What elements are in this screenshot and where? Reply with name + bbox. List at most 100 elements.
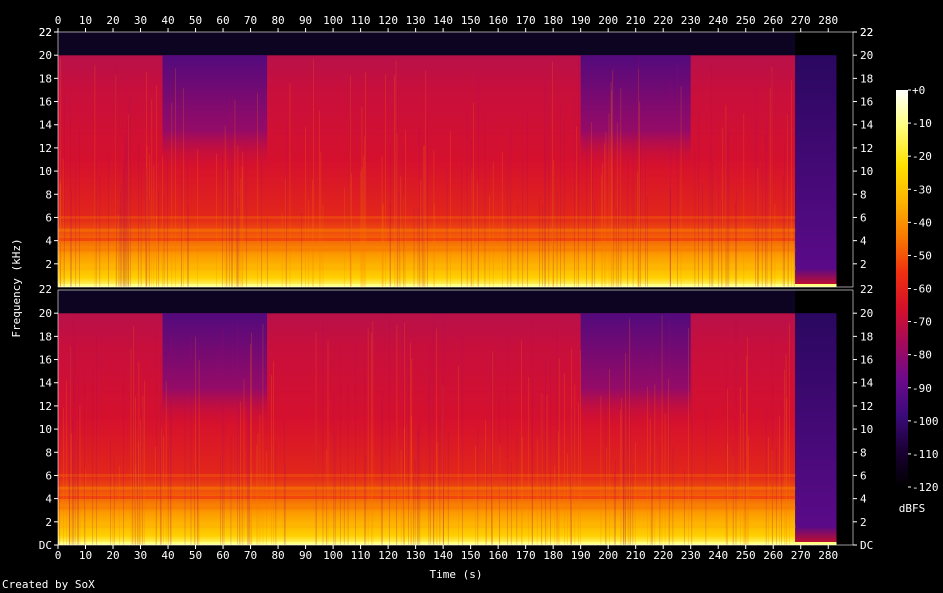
x-tick-label: 10 <box>79 549 92 562</box>
colorbar: +0 -10 -20 -30 -40 -50 -60 -70 -80 -90 -100 -110 -12… <box>896 84 939 494</box>
x-tick-label: 180 <box>543 549 563 562</box>
y-tick-label: 8 <box>45 446 52 459</box>
x-tick-label: 270 <box>791 549 811 562</box>
x-tick-label: 130 <box>406 14 426 27</box>
colorbar-gradient <box>896 90 908 487</box>
x-tick-label: 70 <box>244 14 257 27</box>
x-tick-label: 120 <box>378 549 398 562</box>
y-tick-label: 18 <box>39 330 52 343</box>
x-tick-label: 80 <box>271 549 284 562</box>
y-tick-label: 12 <box>39 142 52 155</box>
x-tick-label: 0 <box>55 14 62 27</box>
y-tick-label: 18 <box>39 72 52 85</box>
y-tick-label: 2 <box>860 516 867 529</box>
y-tick-label: 14 <box>860 377 874 390</box>
y-tick-label: 20 <box>860 49 873 62</box>
x-tick-label: 80 <box>271 14 284 27</box>
y-tick-label: 22 <box>39 26 52 39</box>
above-cutoff-band <box>58 290 796 314</box>
x-tick-label: 190 <box>571 14 591 27</box>
quiet-section <box>580 313 691 430</box>
plot-border <box>57 289 854 546</box>
quiet-section <box>162 55 268 172</box>
colorbar-tick-label: -100 <box>912 415 939 428</box>
y-tick-label: 6 <box>860 211 867 224</box>
x-tick-label: 150 <box>461 549 481 562</box>
x-tick-label: 20 <box>106 14 119 27</box>
x-tick-label: 260 <box>763 14 783 27</box>
plot-border <box>57 31 854 288</box>
x-tick-label: 40 <box>161 549 174 562</box>
y-tick-label: 4 <box>860 493 867 506</box>
y-tick-label: 22 <box>860 283 873 296</box>
x-tick-label: 230 <box>681 549 701 562</box>
x-tick-label: 280 <box>818 14 838 27</box>
y-tick-label: 4 <box>45 235 52 248</box>
y-tick-label: 16 <box>39 96 52 109</box>
x-tick-label: 240 <box>708 549 728 562</box>
harmonic-band <box>58 215 796 219</box>
y-tick-label: 18 <box>860 72 873 85</box>
y-tick-label: 4 <box>45 493 52 506</box>
x-tick-label: 170 <box>516 549 536 562</box>
colorbar-tick-label: -90 <box>912 382 932 395</box>
x-tick-label: 90 <box>299 549 312 562</box>
y-tick-label: DC <box>39 539 52 552</box>
y-tick-label: 22 <box>39 283 52 296</box>
x-tick-label: 210 <box>626 549 646 562</box>
y-tick-label: 8 <box>860 188 867 201</box>
x-tick-label: 140 <box>433 549 453 562</box>
x-tick-label: 50 <box>189 549 202 562</box>
y-tick-label: 6 <box>45 469 52 482</box>
x-tick-label: 90 <box>299 14 312 27</box>
y-tick-label: DC <box>860 539 873 552</box>
y-tick-label: 12 <box>860 142 873 155</box>
y-tick-label: 10 <box>39 165 52 178</box>
x-tick-label: 140 <box>433 14 453 27</box>
x-tick-label: 30 <box>134 14 147 27</box>
colorbar-tick-label: -50 <box>912 249 932 262</box>
y-tick-label: 14 <box>39 119 53 132</box>
x-tick-label: 40 <box>161 14 174 27</box>
low-frequency-band <box>58 284 837 287</box>
harmonic-band <box>58 486 796 490</box>
y-tick-label: 10 <box>39 423 52 436</box>
y-tick-label: 14 <box>39 377 53 390</box>
y-axis-label: Frequency (kHz) <box>10 238 23 337</box>
x-tick-label: 180 <box>543 14 563 27</box>
y-tick-label: 12 <box>860 400 873 413</box>
harmonic-band <box>58 266 796 270</box>
x-tick-label: 10 <box>79 14 92 27</box>
harmonic-band <box>58 237 796 241</box>
x-tick-label: 30 <box>134 549 147 562</box>
y-tick-label: 16 <box>860 354 873 367</box>
y-tick-label: 8 <box>860 446 867 459</box>
y-tick-label: 16 <box>860 96 873 109</box>
y-tick-label: 2 <box>45 516 52 529</box>
y-tick-label: 6 <box>45 211 52 224</box>
x-tick-label: 0 <box>55 549 62 562</box>
axes: 0 0 10 10 20 20 30 30 40 40 50 50 60 60 70 70 80 80 90 90 10… <box>55 14 838 562</box>
colorbar-tick-label: -80 <box>912 349 932 362</box>
y-tick-label: 22 <box>860 26 873 39</box>
quiet-section <box>580 55 691 172</box>
colorbar-tick-label: -120 <box>912 481 939 494</box>
y-tick-label: 22 <box>860 26 873 39</box>
y-tick-label: 18 <box>860 330 873 343</box>
x-tick-label: 220 <box>653 549 673 562</box>
y-tick-label: 12 <box>39 400 52 413</box>
x-tick-label: 100 <box>323 549 343 562</box>
y-tick-label: 2 <box>45 258 52 271</box>
x-tick-label: 100 <box>323 14 343 27</box>
x-tick-label: 210 <box>626 14 646 27</box>
x-tick-label: 260 <box>763 549 783 562</box>
y-tick-label: 10 <box>860 423 873 436</box>
y-tick-label: 2 <box>860 258 867 271</box>
y-tick-label: 20 <box>860 307 873 320</box>
colorbar-tick-label: -30 <box>912 183 932 196</box>
colorbar-tick-label: -70 <box>912 316 932 329</box>
y-tick-label: 20 <box>39 307 52 320</box>
x-tick-label: 270 <box>791 14 811 27</box>
y-tick-label: 6 <box>860 469 867 482</box>
harmonic-band <box>58 473 796 477</box>
